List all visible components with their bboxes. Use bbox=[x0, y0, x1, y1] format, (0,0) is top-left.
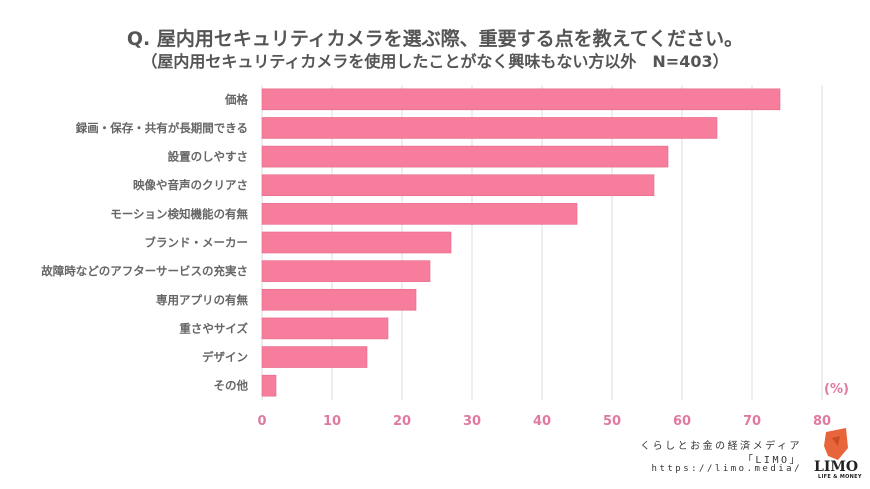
category-label: デザイン bbox=[202, 350, 248, 364]
x-tick-label: 10 bbox=[323, 414, 341, 429]
chart-subtitle: （屋内用セキュリティカメラを使用したことがなく興味もない方以外 N=403） bbox=[141, 52, 729, 71]
bar bbox=[261, 203, 578, 225]
chart-title: Q. 屋内用セキュリティカメラを選ぶ際、重要する点を教えてください。 bbox=[126, 28, 744, 50]
category-label: 価格 bbox=[224, 92, 248, 106]
bar bbox=[261, 288, 417, 311]
x-tick-label: 50 bbox=[603, 414, 621, 429]
unit-label: (%) bbox=[824, 382, 849, 397]
limo-fox-logo-icon bbox=[824, 428, 848, 460]
bar bbox=[261, 346, 368, 368]
bar bbox=[261, 374, 277, 397]
category-label: 専用アプリの有無 bbox=[156, 293, 248, 307]
category-label: 録画・保存・共有が長期間できる bbox=[76, 121, 248, 135]
category-label: モーション検知機能の有無 bbox=[110, 207, 248, 221]
x-tick-label: 20 bbox=[393, 414, 411, 429]
x-tick-label: 80 bbox=[813, 414, 831, 429]
bar bbox=[261, 317, 389, 340]
category-label: ブランド・メーカー bbox=[145, 236, 249, 250]
category-label: 重さやサイズ bbox=[179, 321, 248, 335]
bar bbox=[261, 231, 452, 254]
x-tick-label: 40 bbox=[533, 414, 551, 429]
logo-subtext: LIFE & MONEY bbox=[818, 474, 862, 480]
bar bbox=[261, 117, 718, 139]
bar bbox=[261, 174, 655, 197]
category-label: 設置のしやすさ bbox=[168, 150, 248, 164]
bar bbox=[261, 145, 669, 168]
credit-media: くらしとお金の経済メディア bbox=[640, 441, 802, 452]
bar bbox=[261, 260, 431, 282]
logo-text: LIMO bbox=[814, 459, 859, 475]
category-label: その他 bbox=[214, 379, 249, 393]
bar bbox=[261, 88, 781, 111]
category-label: 映像や音声のクリアさ bbox=[133, 178, 248, 192]
credit-url: https://limo.media/ bbox=[651, 464, 802, 474]
category-label: 故障時などのアフターサービスの充実さ bbox=[41, 264, 248, 278]
x-tick-label: 70 bbox=[743, 414, 761, 429]
credit-name: 「LIMO」 bbox=[742, 455, 802, 466]
x-tick-label: 30 bbox=[463, 414, 481, 429]
x-tick-label: 60 bbox=[673, 414, 691, 429]
x-tick-label: 0 bbox=[257, 414, 266, 429]
